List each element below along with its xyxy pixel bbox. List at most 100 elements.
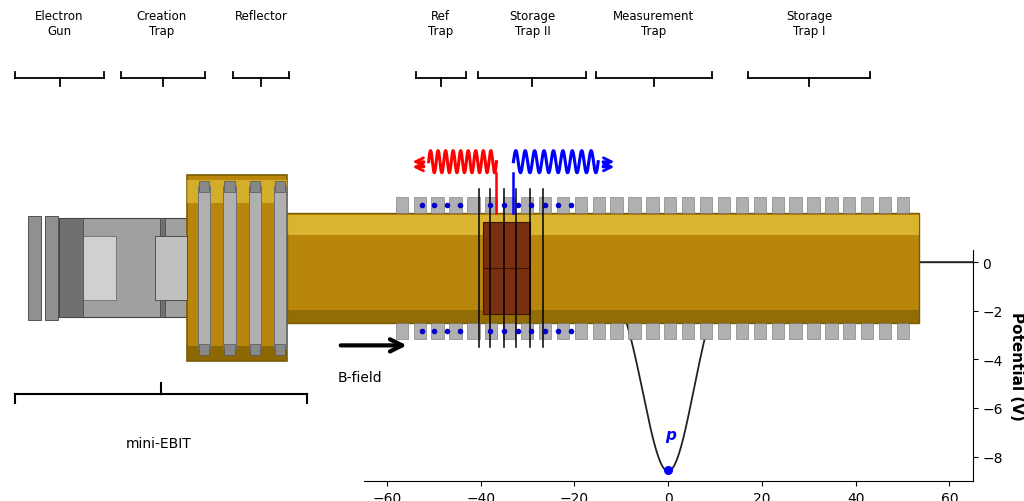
Point bbox=[550, 201, 566, 209]
Point bbox=[537, 201, 553, 209]
Bar bbox=[807, 324, 819, 340]
Bar bbox=[629, 324, 641, 340]
Bar bbox=[249, 187, 261, 350]
Bar bbox=[288, 213, 919, 324]
Bar bbox=[186, 347, 288, 361]
Bar bbox=[29, 216, 41, 321]
Bar bbox=[790, 324, 802, 340]
Point bbox=[510, 328, 526, 336]
Bar bbox=[485, 324, 498, 340]
Bar bbox=[521, 324, 534, 340]
Point bbox=[659, 466, 676, 474]
Text: Electron
Gun: Electron Gun bbox=[35, 10, 84, 38]
Point bbox=[550, 328, 566, 336]
Bar bbox=[682, 197, 694, 213]
Bar bbox=[186, 175, 288, 361]
Bar bbox=[879, 324, 891, 340]
Text: Storage
Trap II: Storage Trap II bbox=[509, 10, 556, 38]
Bar bbox=[646, 324, 658, 340]
Point bbox=[414, 201, 430, 209]
Point bbox=[563, 328, 580, 336]
Text: mini-EBIT: mini-EBIT bbox=[126, 436, 191, 450]
Text: B-field: B-field bbox=[338, 371, 383, 385]
Bar bbox=[483, 269, 530, 315]
Point bbox=[481, 328, 498, 336]
Text: Reflector: Reflector bbox=[234, 10, 288, 23]
Bar bbox=[825, 197, 838, 213]
Bar bbox=[539, 197, 551, 213]
Bar bbox=[156, 236, 186, 301]
Bar bbox=[288, 311, 919, 324]
Bar bbox=[59, 219, 191, 318]
Point bbox=[523, 328, 540, 336]
Bar bbox=[275, 344, 286, 356]
Bar bbox=[224, 181, 234, 193]
Bar bbox=[275, 181, 286, 193]
Bar bbox=[665, 197, 677, 213]
Bar bbox=[199, 181, 209, 193]
Bar bbox=[467, 197, 479, 213]
Text: Ref
Trap: Ref Trap bbox=[428, 10, 453, 38]
Bar bbox=[771, 324, 783, 340]
Bar bbox=[160, 219, 165, 318]
Bar bbox=[485, 197, 498, 213]
Text: $^{12}$C$^{6+}$: $^{12}$C$^{6+}$ bbox=[811, 299, 846, 316]
Text: Creation
Trap: Creation Trap bbox=[136, 10, 187, 38]
Bar bbox=[250, 181, 260, 193]
Bar bbox=[45, 216, 58, 321]
Bar bbox=[610, 197, 623, 213]
Bar bbox=[593, 324, 605, 340]
Bar bbox=[843, 197, 855, 213]
Bar bbox=[736, 197, 748, 213]
Bar bbox=[521, 197, 534, 213]
Bar bbox=[395, 197, 408, 213]
Bar bbox=[700, 324, 713, 340]
Bar bbox=[65, 236, 116, 301]
Bar bbox=[250, 344, 260, 356]
Point bbox=[510, 201, 526, 209]
Bar bbox=[223, 187, 236, 350]
Bar bbox=[879, 197, 891, 213]
Bar bbox=[450, 197, 462, 213]
Bar bbox=[198, 187, 210, 350]
Bar bbox=[610, 324, 623, 340]
Point bbox=[523, 201, 540, 209]
Bar bbox=[414, 324, 426, 340]
Bar bbox=[59, 219, 83, 318]
Point bbox=[794, 287, 810, 295]
Bar bbox=[574, 197, 587, 213]
Bar bbox=[503, 197, 515, 213]
Bar bbox=[503, 324, 515, 340]
Point bbox=[563, 201, 580, 209]
Bar bbox=[199, 344, 209, 356]
Bar bbox=[557, 324, 569, 340]
Point bbox=[452, 328, 468, 336]
Bar bbox=[467, 324, 479, 340]
Point bbox=[426, 328, 442, 336]
Text: p: p bbox=[665, 427, 676, 442]
Bar bbox=[682, 324, 694, 340]
Y-axis label: Potential (V): Potential (V) bbox=[1009, 312, 1024, 420]
Bar bbox=[186, 181, 288, 203]
Text: Storage
Trap I: Storage Trap I bbox=[785, 10, 833, 38]
Bar bbox=[288, 215, 919, 235]
Bar bbox=[574, 324, 587, 340]
Bar bbox=[897, 324, 909, 340]
Bar bbox=[414, 197, 426, 213]
Bar bbox=[593, 197, 605, 213]
Bar bbox=[807, 197, 819, 213]
Point bbox=[426, 201, 442, 209]
Bar bbox=[736, 324, 748, 340]
Point bbox=[496, 201, 512, 209]
Bar bbox=[790, 197, 802, 213]
Bar bbox=[395, 324, 408, 340]
Bar bbox=[843, 324, 855, 340]
Bar bbox=[718, 324, 730, 340]
Bar bbox=[483, 222, 530, 269]
Bar bbox=[700, 197, 713, 213]
Bar bbox=[665, 324, 677, 340]
Bar bbox=[861, 197, 873, 213]
Bar bbox=[431, 197, 443, 213]
Bar bbox=[646, 197, 658, 213]
Point bbox=[439, 201, 456, 209]
